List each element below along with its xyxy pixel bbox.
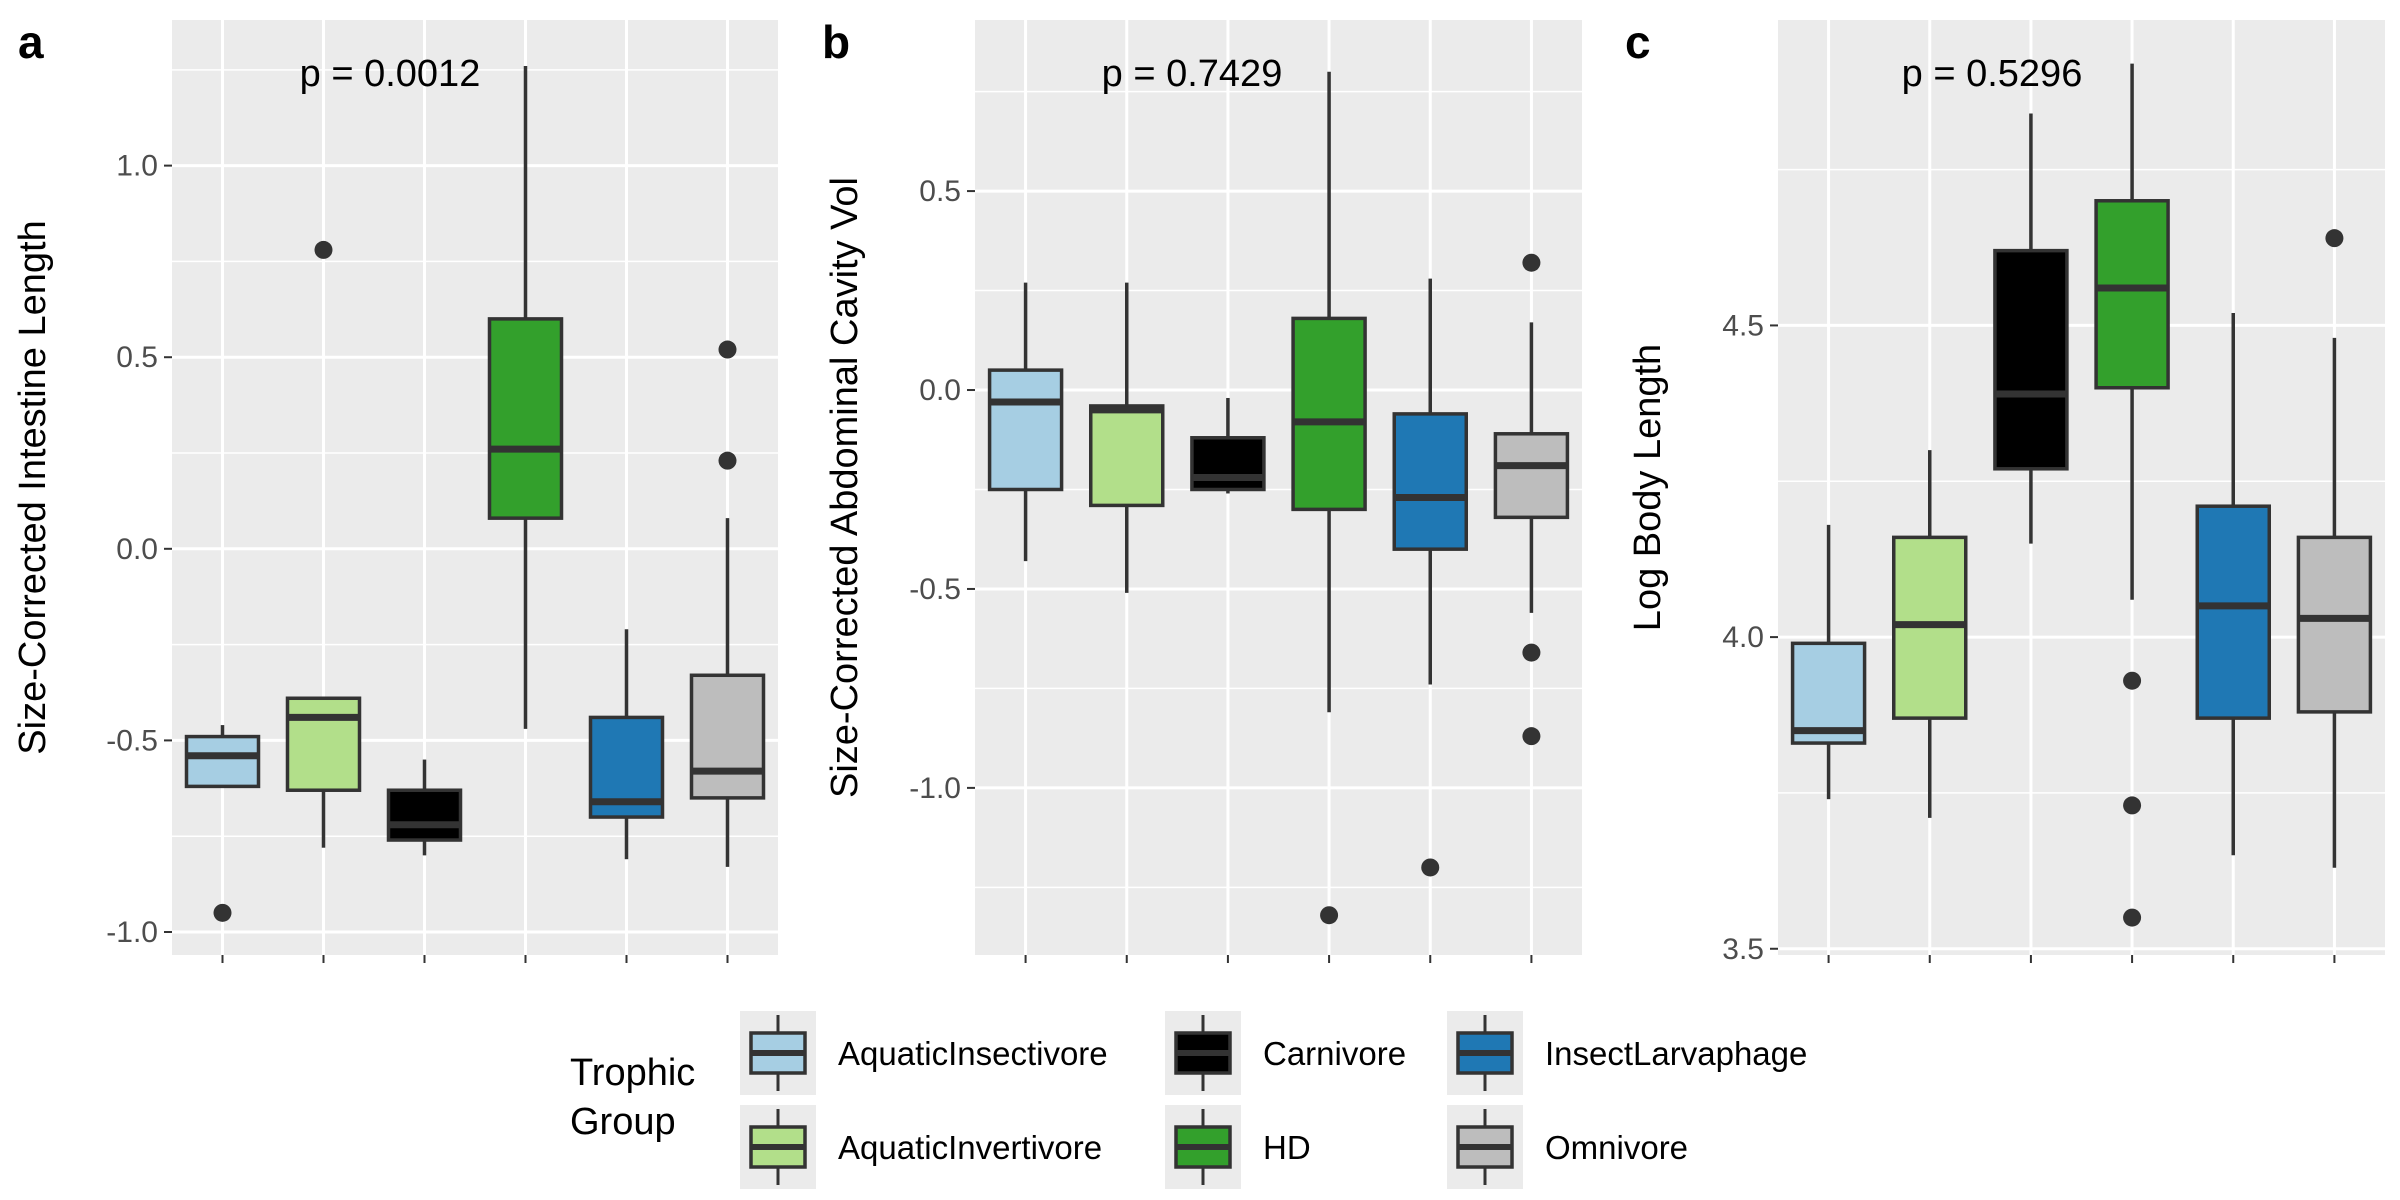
outlier-point: [2123, 671, 2142, 690]
y-axis-title: Log Body Length: [1627, 344, 1669, 631]
box-HD: [2094, 63, 2170, 927]
box-Carnivore: [386, 759, 463, 856]
box-Carnivore: [1190, 397, 1266, 494]
legend-item-AquaticInvertivore: AquaticInvertivore: [740, 1105, 1102, 1189]
outlier-point: [1421, 858, 1440, 877]
box-iqr: [2094, 199, 2170, 390]
outlier-point: [718, 340, 737, 359]
panel-letter: c: [1625, 16, 1651, 68]
outlier-point: [1522, 253, 1541, 272]
y-tick-label: 0.0: [116, 533, 158, 566]
box-AquaticInvertivore: [285, 240, 362, 848]
y-tick-label: -1.0: [909, 772, 961, 805]
legend-label: Carnivore: [1263, 1035, 1406, 1072]
panel-c: 3.5 4.0 4.5 Log Body Length c p = 0.5296: [1625, 16, 2385, 966]
y-axis-title: Size-Corrected Intestine Length: [12, 220, 54, 754]
y-tick-label: 3.5: [1722, 933, 1764, 966]
box-iqr: [2296, 535, 2373, 714]
legend-label: AquaticInsectivore: [838, 1035, 1108, 1072]
outlier-point: [1522, 643, 1541, 662]
box-iqr: [386, 788, 463, 842]
outlier-point: [1320, 906, 1339, 925]
legend-label: Omnivore: [1545, 1129, 1688, 1166]
y-tick-label: 0.5: [116, 341, 158, 374]
legend-title-line2: Group: [570, 1101, 676, 1143]
box-iqr: [487, 317, 564, 520]
y-tick-label: -0.5: [106, 724, 158, 757]
outlier-point: [213, 903, 232, 922]
legend-item-HD: HD: [1165, 1105, 1311, 1189]
y-tick-label: 4.5: [1722, 309, 1764, 342]
y-tick-label: 1.0: [116, 150, 158, 183]
box-iqr: [1089, 404, 1165, 508]
box-HD: [487, 65, 564, 729]
legend-item-Omnivore: Omnivore: [1447, 1105, 1688, 1189]
box-iqr: [1291, 316, 1367, 512]
y-tick-label: 4.0: [1722, 621, 1764, 654]
p-value-annotation: p = 0.7429: [1102, 53, 1283, 95]
outlier-point: [2325, 229, 2344, 248]
y-tick-label: 0.5: [919, 175, 961, 208]
legend-label: AquaticInvertivore: [838, 1129, 1102, 1166]
legend: Trophic Group AquaticInsectivoreAquaticI…: [570, 1011, 1807, 1189]
panel-background: [172, 20, 778, 955]
p-value-annotation: p = 0.5296: [1902, 53, 2083, 95]
outlier-point: [718, 451, 737, 470]
box-HD: [1291, 71, 1367, 925]
legend-item-Carnivore: Carnivore: [1165, 1011, 1406, 1095]
box-AquaticInsectivore: [184, 725, 261, 922]
panel-b: -1.0 -0.5 0.0 0.5 Size-Corrected Abdominal C…: [822, 16, 1582, 963]
box-InsectLarvaphage: [588, 629, 665, 860]
box-AquaticInsectivore: [1790, 524, 1867, 800]
panel-background: [1778, 20, 2385, 955]
box-iqr: [184, 734, 261, 789]
box-iqr: [987, 368, 1064, 492]
outlier-point: [2123, 908, 2142, 927]
y-tick-label: -1.0: [106, 916, 158, 949]
box-iqr: [1493, 432, 1570, 520]
box-iqr: [1190, 436, 1266, 492]
box-iqr: [2195, 504, 2271, 720]
panel-letter: b: [822, 16, 850, 68]
box-AquaticInsectivore: [987, 282, 1064, 562]
box-iqr: [285, 696, 362, 792]
outlier-point: [2123, 796, 2142, 815]
panel-letter: a: [18, 16, 44, 68]
legend-item-InsectLarvaphage: InsectLarvaphage: [1447, 1011, 1807, 1095]
panel-a: -1.0 -0.5 0.0 0.5 1.0 Size-Corrected Intestin…: [12, 16, 778, 963]
boxplot-panels: -1.0 -0.5 0.0 0.5 1.0 Size-Corrected Intestin…: [12, 16, 2385, 966]
y-axis-title: Size-Corrected Abdominal Cavity Vol: [824, 177, 866, 798]
y-tick-label: 0.0: [919, 374, 961, 407]
legend-item-AquaticInsectivore: AquaticInsectivore: [740, 1011, 1108, 1095]
p-value-annotation: p = 0.0012: [300, 53, 481, 95]
panel-background: [975, 20, 1582, 955]
box-iqr: [1790, 641, 1867, 745]
legend-title-line1: Trophic: [570, 1052, 695, 1094]
box-InsectLarvaphage: [2195, 312, 2271, 856]
legend-label: InsectLarvaphage: [1545, 1035, 1807, 1072]
outlier-point: [1522, 727, 1541, 746]
box-AquaticInvertivore: [1892, 450, 1968, 818]
legend-items: AquaticInsectivore AquaticInvertivore Carn…: [740, 1011, 1807, 1189]
box-iqr: [1392, 412, 1468, 551]
box-Omnivore: [1493, 253, 1570, 746]
box-iqr: [689, 673, 766, 800]
box-InsectLarvaphage: [1392, 278, 1468, 877]
box-Carnivore: [1993, 113, 2069, 544]
box-Omnivore: [689, 340, 766, 867]
box-Omnivore: [2296, 229, 2373, 868]
y-tick-label: -0.5: [909, 573, 961, 606]
box-iqr: [1993, 248, 2069, 471]
outlier-point: [314, 240, 333, 259]
legend-label: HD: [1263, 1129, 1311, 1166]
box-AquaticInvertivore: [1089, 282, 1165, 593]
